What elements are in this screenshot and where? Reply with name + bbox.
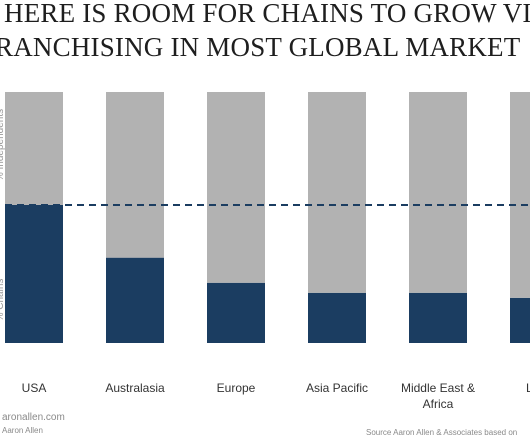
bars-group xyxy=(5,92,530,343)
y-label-chains: % Chains xyxy=(0,279,6,322)
y-label-independents: % Independents xyxy=(0,109,6,181)
category-label-2: Europe xyxy=(217,381,256,395)
y-label-independents-text: % Independents xyxy=(0,109,6,181)
bar-independents-0 xyxy=(5,92,63,205)
bar-chains-5 xyxy=(510,297,530,343)
category-label-1: Australasia xyxy=(105,381,165,395)
bar-chains-2 xyxy=(207,282,265,343)
footer-author: Aaron Allen xyxy=(2,426,43,435)
bar-chains-4 xyxy=(409,292,467,343)
footer-site: aronallen.com xyxy=(2,412,65,423)
chart-title-line-1: HERE IS ROOM FOR CHAINS TO GROW VI xyxy=(4,0,530,28)
footer-source: Source Aaron Allen & Associates based on xyxy=(366,428,518,437)
bar-chains-0 xyxy=(5,204,63,343)
bar-independents-2 xyxy=(207,92,265,283)
bar-independents-1 xyxy=(106,92,164,258)
category-label-0: USA xyxy=(22,381,47,395)
bar-chains-1 xyxy=(106,257,164,343)
category-label-4: Middle East & Africa xyxy=(401,381,475,411)
bar-independents-5 xyxy=(510,92,530,298)
category-labels-group: USA Australasia Europe Asia Pacific Middle E… xyxy=(22,381,530,411)
y-label-chains-text: % Chains xyxy=(0,279,6,322)
bar-chains-3 xyxy=(308,292,366,343)
bar-independents-3 xyxy=(308,92,366,293)
category-label-5: Latin xyxy=(526,381,530,395)
bar-independents-4 xyxy=(409,92,467,293)
category-label-3: Asia Pacific xyxy=(306,381,368,395)
chart-title-line-2: RANCHISING IN MOST GLOBAL MARKET xyxy=(0,32,521,62)
